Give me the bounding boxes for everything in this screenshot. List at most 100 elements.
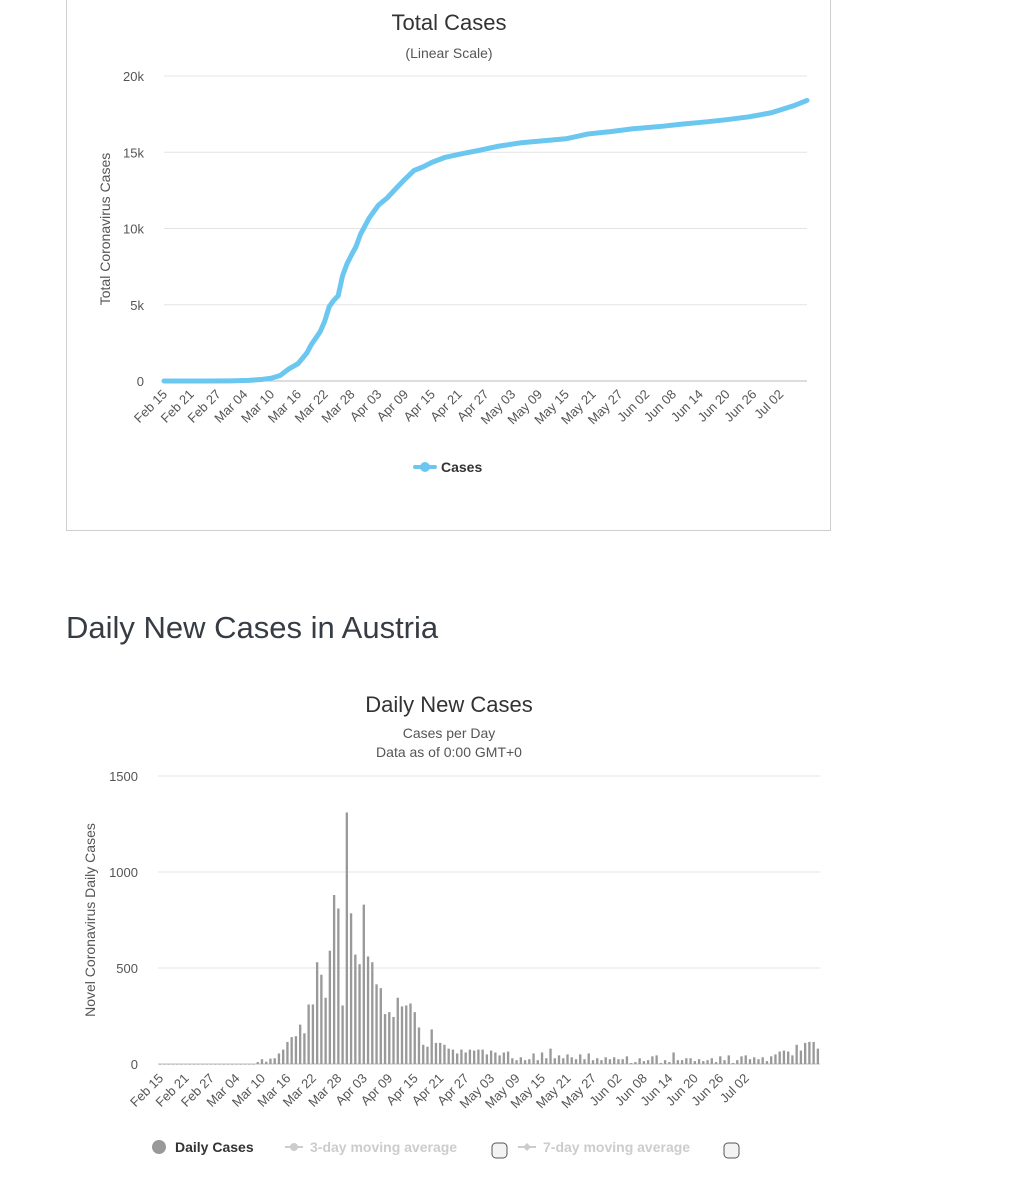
series-group [161, 97, 810, 384]
bar [651, 1056, 654, 1064]
legend-item-3-day-average[interactable]: 3-day moving average [285, 1139, 457, 1155]
bar [719, 1056, 722, 1064]
bar [519, 1057, 522, 1064]
bar [324, 997, 327, 1064]
bar [689, 1058, 692, 1064]
toggle-7-day-average-checkbox[interactable] [723, 1142, 740, 1159]
x-tick-label: Mar 10 [229, 1071, 268, 1110]
x-tick-label: Mar 16 [254, 1071, 293, 1110]
x-tick-label: Feb 15 [127, 1071, 166, 1110]
legend[interactable]: Cases [413, 459, 482, 475]
legend-label-7-day-average[interactable]: 7-day moving average [543, 1139, 690, 1155]
bar [511, 1058, 514, 1064]
legend-item-7-day-average[interactable]: 7-day moving average [518, 1139, 690, 1155]
bar [477, 1049, 480, 1064]
bar [634, 1062, 637, 1064]
bar [553, 1058, 556, 1064]
bar [328, 950, 332, 1064]
x-tick-label: Mar 22 [280, 1071, 319, 1110]
bar [209, 1064, 213, 1065]
legend-label-cases[interactable]: Cases [441, 459, 482, 475]
bar [502, 1052, 506, 1064]
x-tick-label: Jun 08 [612, 1071, 650, 1109]
bar [710, 1058, 713, 1064]
x-tick-label: Feb 27 [178, 1071, 217, 1110]
legend-marker-daily-cases [152, 1140, 166, 1154]
bar [226, 1064, 230, 1065]
legend-marker-cases [420, 462, 430, 472]
bar [417, 1027, 421, 1064]
bar [574, 1059, 578, 1064]
bar [180, 1064, 183, 1065]
bar [774, 1054, 777, 1064]
toggle-3-day-average-checkbox[interactable] [491, 1142, 508, 1159]
legend-item-daily-cases[interactable]: Daily Cases [152, 1139, 254, 1155]
bar [307, 1004, 310, 1064]
bar [587, 1053, 590, 1064]
bar [456, 1053, 459, 1064]
bar [744, 1055, 747, 1064]
bar [472, 1050, 476, 1064]
bar [591, 1060, 595, 1064]
bar [201, 1064, 204, 1065]
bar [311, 1004, 315, 1064]
y-axis-label: Total Coronavirus Cases [97, 153, 113, 306]
bar [315, 962, 319, 1064]
bar [706, 1060, 709, 1064]
chart-title: Daily New Cases [365, 692, 533, 717]
bar [265, 1061, 268, 1064]
y-tick-labels: 0 5k 10k 15k 20k [123, 69, 144, 389]
x-tick-label: Jun 14 [637, 1071, 675, 1109]
bar [383, 1014, 387, 1064]
bar [566, 1054, 569, 1064]
bar [413, 1012, 416, 1064]
x-tick-label: May 15 [507, 1071, 548, 1112]
bar [736, 1060, 739, 1064]
bar [808, 1041, 811, 1064]
legend-label-3-day-average[interactable]: 3-day moving average [310, 1139, 457, 1155]
bar [646, 1060, 650, 1064]
bar [748, 1059, 752, 1064]
bar [604, 1057, 607, 1064]
bar [545, 1058, 548, 1064]
bar [570, 1057, 573, 1064]
bar [447, 1048, 450, 1064]
bar [778, 1051, 781, 1064]
bar [197, 1064, 200, 1065]
x-tick-label: Apr 27 [434, 1071, 472, 1109]
bar [400, 1006, 404, 1064]
bar [460, 1049, 463, 1064]
bar [540, 1052, 544, 1064]
bar [659, 1063, 663, 1064]
bar [273, 1058, 276, 1064]
bar [629, 1063, 633, 1064]
x-tick-label: Jul 02 [717, 1071, 752, 1106]
bar [506, 1051, 510, 1064]
legend-label-daily-cases[interactable]: Daily Cases [175, 1139, 254, 1155]
bar [697, 1059, 701, 1064]
x-tick-label: May 09 [482, 1071, 523, 1112]
bar [579, 1054, 582, 1064]
bar [256, 1062, 259, 1064]
bar [676, 1060, 680, 1064]
y-tick-labels: 0 500 1000 1500 [109, 769, 138, 1072]
bar [434, 1042, 438, 1064]
bar [557, 1055, 561, 1064]
bar [422, 1044, 425, 1064]
series-line-cases [161, 97, 810, 384]
chart-title: Total Cases [392, 10, 507, 35]
bar [562, 1058, 565, 1064]
bar [765, 1061, 769, 1064]
bar [770, 1056, 773, 1064]
bar [163, 1064, 166, 1065]
bar [218, 1064, 221, 1065]
bar [613, 1057, 616, 1064]
y-tick-label: 5k [130, 298, 144, 313]
bar [532, 1053, 535, 1064]
bar [672, 1052, 675, 1064]
x-tick-label: Jun 02 [586, 1071, 624, 1109]
bar [761, 1057, 764, 1064]
x-tick-label: Jul 02 [751, 387, 786, 422]
y-gridlines [158, 775, 820, 1065]
x-tick-label: May 27 [558, 1071, 599, 1112]
